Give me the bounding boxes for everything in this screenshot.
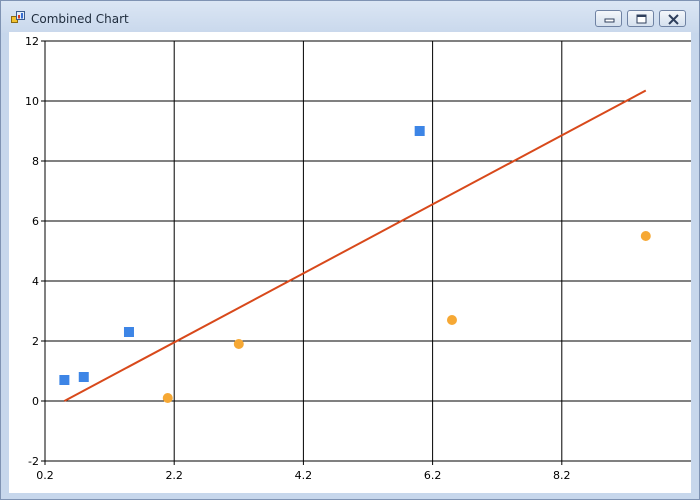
x-tick-label: 0.2 <box>36 469 54 482</box>
y-tick-label: 12 <box>25 35 39 48</box>
window-title: Combined Chart <box>31 12 129 26</box>
y-tick-label: 10 <box>25 95 39 108</box>
maximize-icon <box>636 14 647 24</box>
square-point <box>78 372 89 382</box>
close-button[interactable] <box>659 10 686 27</box>
y-tick-label: 4 <box>32 275 39 288</box>
y-tick-label: 2 <box>32 335 39 348</box>
close-icon <box>668 14 679 25</box>
circle-point <box>233 339 244 349</box>
y-tick-label: 8 <box>32 155 39 168</box>
circle-point <box>640 231 651 241</box>
minimize-button[interactable] <box>595 10 622 27</box>
minimize-icon <box>604 18 615 23</box>
y-tick-label: -2 <box>28 455 39 468</box>
maximize-button[interactable] <box>627 10 654 27</box>
square-point <box>123 327 134 337</box>
square-point <box>414 126 425 136</box>
x-tick-label: 4.2 <box>295 469 313 482</box>
circle-point <box>446 315 457 325</box>
scatter-line-chart: -2 0 2 4 6 8 10 12 0.2 2.2 4.2 6.2 8.2 <box>25 35 691 482</box>
x-tick-label: 2.2 <box>165 469 183 482</box>
y-tick-label: 0 <box>32 395 39 408</box>
title-bar[interactable]: Combined Chart <box>1 1 699 33</box>
x-tick-label: 6.2 <box>424 469 442 482</box>
chart-area: -2 0 2 4 6 8 10 12 0.2 2.2 4.2 6.2 8.2 <box>9 32 691 493</box>
square-point <box>59 375 70 385</box>
circle-point <box>162 393 173 403</box>
y-tick-label: 6 <box>32 215 39 228</box>
trend-line <box>63 89 647 402</box>
x-tick-label: 8.2 <box>553 469 571 482</box>
app-icon <box>11 11 25 23</box>
